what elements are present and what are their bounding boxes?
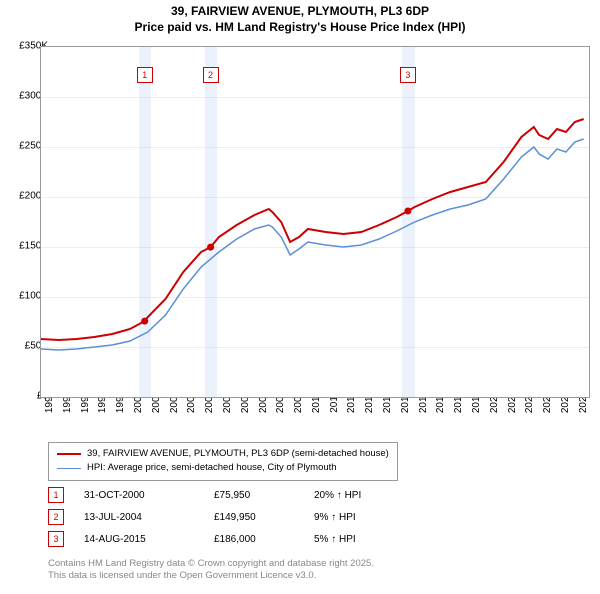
sale-marker-1: 1 (137, 67, 153, 83)
legend-swatch-price (57, 453, 81, 455)
sales-marker: 2 (48, 509, 64, 525)
attribution-line-2: This data is licensed under the Open Gov… (48, 570, 374, 582)
chart-title: 39, FAIRVIEW AVENUE, PLYMOUTH, PL3 6DP P… (0, 4, 600, 35)
sales-price: £75,950 (214, 490, 314, 501)
sales-diff: 20% ↑ HPI (314, 490, 414, 501)
sales-date: 14-AUG-2015 (84, 534, 214, 545)
sales-price: £149,950 (214, 512, 314, 523)
sales-date: 13-JUL-2004 (84, 512, 214, 523)
sales-diff: 5% ↑ HPI (314, 534, 414, 545)
title-line-1: 39, FAIRVIEW AVENUE, PLYMOUTH, PL3 6DP (0, 4, 600, 20)
sales-marker: 3 (48, 531, 64, 547)
chart-container: 39, FAIRVIEW AVENUE, PLYMOUTH, PL3 6DP P… (0, 4, 600, 594)
line-plot (41, 47, 589, 397)
title-line-2: Price paid vs. HM Land Registry's House … (0, 20, 600, 36)
legend-label-hpi: HPI: Average price, semi-detached house,… (87, 461, 337, 475)
attribution-line-1: Contains HM Land Registry data © Crown c… (48, 558, 374, 570)
legend-row-hpi: HPI: Average price, semi-detached house,… (57, 461, 389, 475)
legend-label-price: 39, FAIRVIEW AVENUE, PLYMOUTH, PL3 6DP (… (87, 447, 389, 461)
sales-date: 31-OCT-2000 (84, 490, 214, 501)
sales-diff: 9% ↑ HPI (314, 512, 414, 523)
legend: 39, FAIRVIEW AVENUE, PLYMOUTH, PL3 6DP (… (48, 442, 398, 481)
sales-table: 1 31-OCT-2000£75,95020% ↑ HPI 2 13-JUL-2004… (48, 484, 414, 550)
sale-marker-2: 2 (203, 67, 219, 83)
sales-price: £186,000 (214, 534, 314, 545)
sales-row: 1 31-OCT-2000£75,95020% ↑ HPI (48, 484, 414, 506)
plot-area: 1 2 3 (40, 46, 590, 398)
sales-row: 3 14-AUG-2015£186,0005% ↑ HPI (48, 528, 414, 550)
sale-marker-3: 3 (400, 67, 416, 83)
legend-swatch-hpi (57, 468, 81, 469)
legend-row-price: 39, FAIRVIEW AVENUE, PLYMOUTH, PL3 6DP (… (57, 447, 389, 461)
attribution: Contains HM Land Registry data © Crown c… (48, 558, 374, 583)
sales-marker: 1 (48, 487, 64, 503)
sales-row: 2 13-JUL-2004£149,9509% ↑ HPI (48, 506, 414, 528)
